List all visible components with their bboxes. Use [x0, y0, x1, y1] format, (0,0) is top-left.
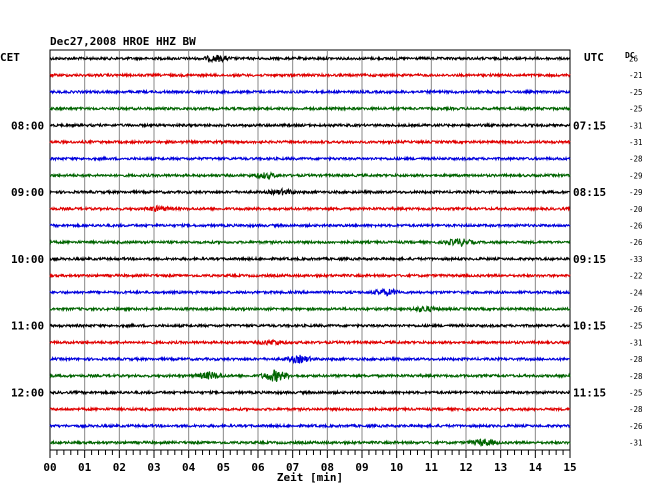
- x-tick-label: 12: [459, 461, 472, 474]
- trace-line: [49, 204, 571, 213]
- trace-line: [49, 54, 571, 64]
- grid: [49, 49, 571, 458]
- left-time-label: 10:00: [11, 253, 44, 266]
- dc-offset-value: -24: [629, 288, 643, 297]
- trace-line: [49, 389, 571, 396]
- right-time-label: 11:15: [573, 387, 606, 400]
- dc-offset-value: -28: [629, 372, 643, 381]
- left-timezone-label: CET: [0, 51, 20, 64]
- right-time-label: 07:15: [573, 119, 606, 132]
- traces: [49, 54, 571, 447]
- dc-offset-value: -31: [629, 338, 643, 347]
- x-tick-label: 02: [113, 461, 126, 474]
- trace-line: [49, 222, 571, 229]
- trace-line: [49, 138, 571, 146]
- trace-line: [49, 187, 571, 197]
- dc-offset-value: -26: [629, 238, 643, 247]
- left-time-label: 08:00: [11, 119, 44, 132]
- right-time-label: 10:15: [573, 320, 606, 333]
- trace-line: [49, 305, 571, 313]
- dc-offset-value: -25: [629, 322, 643, 331]
- x-tick-label: 07: [286, 461, 299, 474]
- trace-line: [49, 122, 571, 129]
- left-time-label: 09:00: [11, 186, 44, 199]
- trace-line: [49, 88, 571, 96]
- x-tick-label: 03: [147, 461, 160, 474]
- dc-offset-value: -26: [629, 305, 643, 314]
- dc-offset-value: -25: [629, 105, 643, 114]
- dc-offset-value: 26: [629, 55, 639, 64]
- x-tick-label: 13: [494, 461, 507, 474]
- right-time-label: 08:15: [573, 186, 606, 199]
- dc-offset-value: -25: [629, 88, 643, 97]
- dc-offset-value: -33: [629, 255, 643, 264]
- dc-offset-value: -31: [629, 121, 643, 130]
- x-tick-label: 00: [43, 461, 56, 474]
- x-tick-label: 14: [529, 461, 543, 474]
- x-tick-label: 06: [251, 461, 265, 474]
- x-axis-label: Zeit [min]: [277, 471, 343, 484]
- left-time-label: 11:00: [11, 320, 44, 333]
- dc-offset-value: -26: [629, 222, 643, 231]
- dc-offset-value: -31: [629, 138, 643, 147]
- x-tick-label: 10: [390, 461, 403, 474]
- x-tick-label: 09: [355, 461, 368, 474]
- dc-offset-value: -20: [629, 205, 643, 214]
- dc-offset-value: -29: [629, 171, 643, 180]
- trace-line: [49, 287, 571, 297]
- dc-offset-value: -31: [629, 439, 643, 448]
- plot-frame: [49, 49, 571, 451]
- labels: Dec27,2008 HROE HHZ BW CET UTC DC Zeit […: [0, 35, 643, 484]
- dc-label: DC: [625, 51, 635, 60]
- dc-offset-value: -21: [629, 71, 643, 80]
- trace-line: [49, 405, 571, 413]
- trace-line: [49, 105, 571, 112]
- trace-line: [49, 322, 571, 330]
- x-tick-label: 08: [321, 461, 334, 474]
- x-tick-label: 11: [425, 461, 439, 474]
- trace-line: [49, 71, 571, 79]
- trace-line: [49, 369, 571, 383]
- trace-line: [49, 422, 571, 430]
- trace-line: [49, 255, 571, 263]
- dc-offset-value: -28: [629, 405, 643, 414]
- right-time-label: 09:15: [573, 253, 606, 266]
- right-timezone-label: UTC: [584, 51, 604, 64]
- left-time-label: 12:00: [11, 387, 44, 400]
- trace-line: [49, 354, 571, 365]
- x-tick-label: 04: [182, 461, 196, 474]
- dc-offset-value: -28: [629, 355, 643, 364]
- x-tick-label: 15: [563, 461, 576, 474]
- trace-line: [49, 272, 571, 279]
- trace-line: [49, 438, 571, 447]
- x-tick-label: 01: [78, 461, 92, 474]
- dc-offset-value: -26: [629, 422, 643, 431]
- trace-line: [49, 171, 571, 181]
- chart-title: Dec27,2008 HROE HHZ BW: [50, 35, 196, 48]
- dc-offset-value: -28: [629, 155, 643, 164]
- dc-offset-value: -29: [629, 188, 643, 197]
- trace-line: [49, 338, 571, 347]
- trace-line: [49, 155, 571, 163]
- x-tick-label: 05: [217, 461, 230, 474]
- dc-offset-value: -22: [629, 272, 643, 281]
- trace-line: [49, 238, 571, 248]
- dc-offset-value: -25: [629, 389, 643, 398]
